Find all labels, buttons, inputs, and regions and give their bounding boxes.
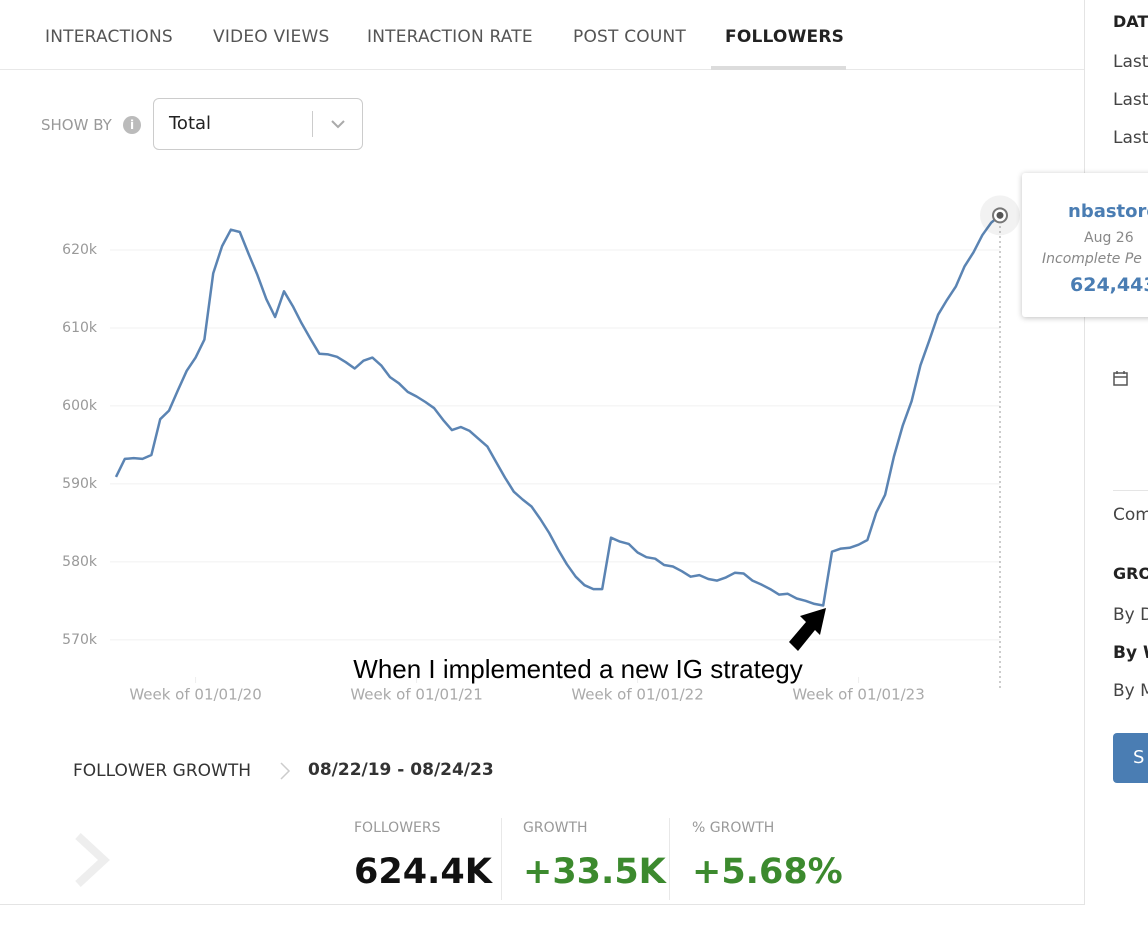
tab[interactable]: POST COUNT [573,27,687,47]
stat-value: +33.5K [523,852,666,892]
tooltip-note: Incomplete Pe [1042,251,1142,267]
sidebar-option[interactable]: By M [1113,681,1148,701]
select-chevron [331,120,345,129]
stat-label: GROWTH [523,820,588,836]
tooltip-account: nbastore [1068,201,1148,222]
tab[interactable]: VIDEO VIEWS [213,27,330,47]
sidebar-heading: DAT [1113,12,1148,31]
annotation-arrow [789,608,826,651]
y-tick-label: 620k [62,242,98,258]
calendar-icon[interactable] [1113,370,1129,386]
active-tab-underline [711,66,846,70]
sidebar-option[interactable]: Last [1113,52,1148,72]
sidebar-button[interactable]: S [1113,733,1148,783]
x-tick-label: Week of 01/01/22 [571,686,703,704]
growth-range: 08/22/19 - 08/24/23 [308,760,494,780]
tooltip: nbastore Aug 26 Incomplete Pe 624,443 [1022,173,1148,317]
sidebar-option[interactable]: By W [1113,643,1148,663]
x-tick-label: Week of 01/01/23 [792,686,924,704]
y-tick-label: 580k [62,554,98,570]
sidebar-option[interactable]: By D [1113,605,1148,625]
info-icon[interactable]: i [123,116,141,134]
x-tick-label: Week of 01/01/21 [350,686,482,704]
y-tick-label: 610k [62,320,98,336]
sidebar-option[interactable]: Last [1113,90,1148,110]
y-tick-label: 600k [62,398,98,414]
x-tick-label: Week of 01/01/20 [129,686,261,704]
stat-divider [501,818,502,900]
tab[interactable]: INTERACTIONS [45,27,173,47]
stat-value: 624.4K [354,852,492,892]
hover-dot-center [996,211,1004,219]
stat-label: % GROWTH [692,820,775,836]
select-box[interactable]: Total [153,98,363,150]
stat-value: +5.68% [692,852,843,892]
sidebar-heading: GRO [1113,564,1148,583]
show-by-label: SHOW BY [41,116,112,134]
tab[interactable]: FOLLOWERS [725,27,845,47]
tooltip-value: 624,443 [1070,274,1148,296]
series-line [114,214,1001,607]
tab-divider [0,69,1084,70]
sidebar-option[interactable]: Last [1113,128,1148,148]
sidebar-option[interactable]: Com [1113,505,1148,525]
chart: When I implemented a new IG strategy 570… [62,195,1020,704]
breadcrumb-chevron [280,762,291,780]
select-value: Total [169,113,212,134]
tab[interactable]: INTERACTION RATE [367,27,533,47]
sidebar-divider [1113,490,1148,491]
stat-divider [669,818,670,900]
stat-label: FOLLOWERS [354,820,441,836]
annotation: When I implemented a new IG strategy [353,654,802,684]
y-tick-label: 570k [62,632,98,648]
select-divider [312,111,313,137]
growth-title: FOLLOWER GROWTH [73,761,251,781]
prev-chevron[interactable] [70,830,114,890]
tooltip-date: Aug 26 [1084,230,1134,246]
main-card: INTERACTIONS VIDEO VIEWS INTERACTION RAT… [0,0,1085,905]
y-tick-label: 590k [62,476,98,492]
